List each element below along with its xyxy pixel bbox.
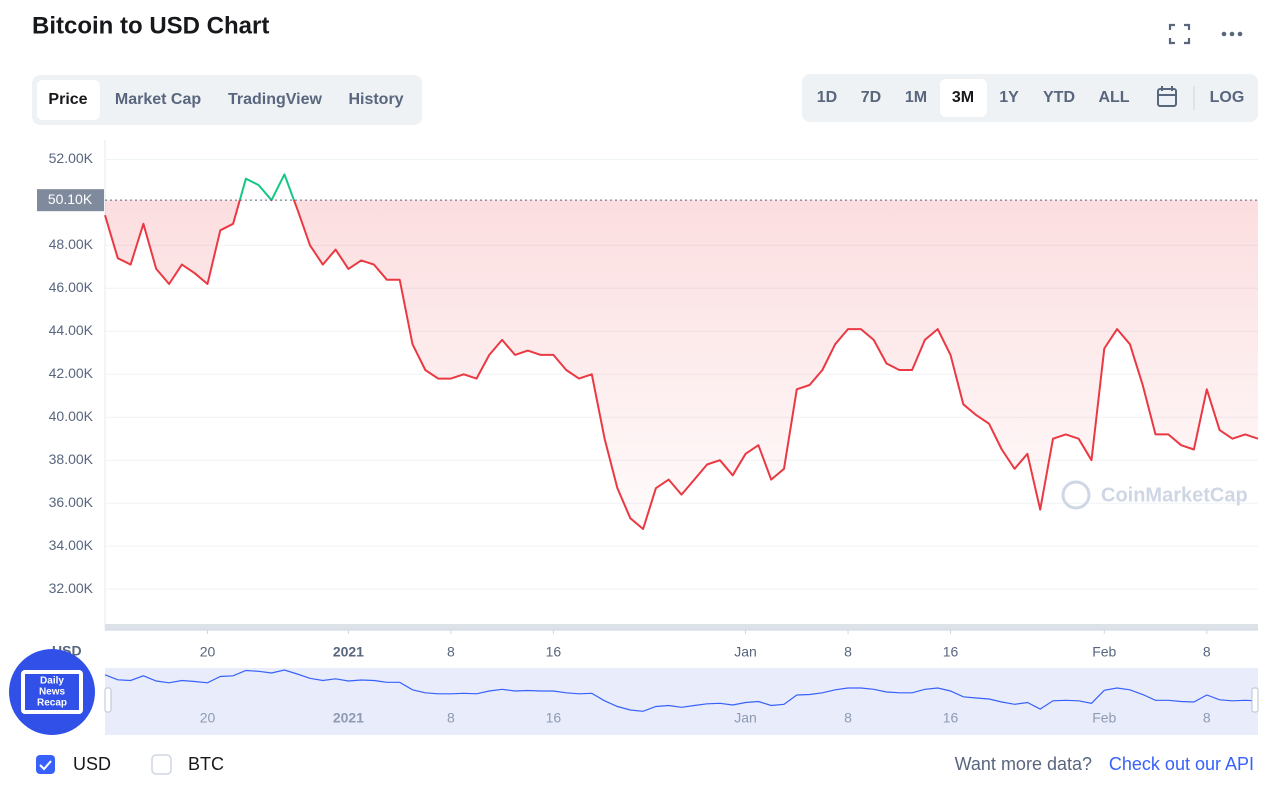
x-tick-label: 8 — [1203, 644, 1211, 660]
tab[interactable]: Price — [48, 91, 87, 108]
y-tick-label: 52.00K — [49, 150, 94, 166]
y-tick-label: 32.00K — [49, 580, 94, 596]
y-tick-label: 40.00K — [49, 408, 94, 424]
api-link[interactable]: Check out our API — [1109, 754, 1254, 774]
range-button[interactable]: YTD — [1043, 89, 1075, 106]
y-tick-label: 46.00K — [49, 279, 94, 295]
x-tick-label: 2021 — [333, 644, 364, 660]
range-button[interactable]: 3M — [952, 89, 974, 106]
x-tick-label: Jan — [734, 644, 757, 660]
x-tick-label: 16 — [943, 644, 959, 660]
watermark: CoinMarketCap — [1101, 484, 1248, 506]
y-tick-label: 34.00K — [49, 537, 94, 553]
navigator-tick-label: 2021 — [333, 710, 364, 726]
y-tick-label: 42.00K — [49, 365, 94, 381]
range-button[interactable]: ALL — [1098, 89, 1129, 106]
active-tab-bg — [37, 80, 100, 120]
x-tick-label: 20 — [200, 644, 216, 660]
x-tick-label: Feb — [1092, 644, 1116, 660]
tab-group — [32, 75, 422, 125]
navigator-line — [104, 669, 1259, 712]
range-group — [802, 74, 1258, 122]
badge-text: News — [39, 687, 66, 698]
y-tick-label: 36.00K — [49, 494, 94, 510]
watermark-logo — [1061, 480, 1091, 510]
range-button[interactable]: 1Y — [999, 89, 1019, 106]
navigator-tick-label: 20 — [200, 710, 216, 726]
range-button[interactable]: 1D — [817, 89, 837, 106]
log-button[interactable]: LOG — [1210, 89, 1245, 106]
range-button[interactable]: 1M — [905, 89, 927, 106]
more-data-text: Want more data? — [955, 754, 1092, 774]
navigator-tick-label: Jan — [734, 710, 757, 726]
badge-text: Recap — [37, 698, 67, 709]
tab[interactable]: History — [348, 91, 403, 108]
fullscreen-icon[interactable] — [1168, 23, 1191, 45]
range-button[interactable]: 7D — [861, 89, 881, 106]
x-tick-label: 8 — [844, 644, 852, 660]
chart-title: Bitcoin to USD Chart — [32, 12, 269, 39]
reference-label-bg — [37, 189, 104, 212]
reference-label: 50.10K — [48, 191, 93, 207]
y-tick-label: 38.00K — [49, 451, 94, 467]
badge — [9, 649, 95, 735]
y-tick-label: 48.00K — [49, 236, 94, 252]
navigator-tick-label: 8 — [447, 710, 455, 726]
more-icon[interactable] — [1221, 31, 1243, 37]
navigator-tick-label: 8 — [1203, 710, 1211, 726]
tab[interactable]: Market Cap — [115, 91, 201, 108]
navigator-tick-label: 16 — [943, 710, 959, 726]
navigator-tick-label: 16 — [546, 710, 562, 726]
y-tick-label: 44.00K — [49, 322, 94, 338]
tab[interactable]: TradingView — [228, 91, 323, 108]
navigator-handle[interactable] — [1251, 687, 1259, 713]
navigator-tick-label: Feb — [1092, 710, 1116, 726]
calendar-icon[interactable] — [1157, 86, 1177, 107]
active-range-bg — [940, 79, 987, 117]
volume-strip — [105, 624, 1258, 630]
area-fill — [105, 200, 1258, 529]
plot: 32.00K 34.00K 36.00K 38.00K 40.00K 42.00K 44.0… — [37, 140, 1259, 735]
badge-text: Daily — [40, 676, 64, 687]
currency-label: USD — [73, 754, 111, 774]
checkbox-btc[interactable] — [151, 754, 172, 775]
currency-label: BTC — [188, 754, 224, 774]
navigator-tick-label: 8 — [844, 710, 852, 726]
x-tick-label: 16 — [546, 644, 562, 660]
price-line — [104, 173, 1259, 530]
x-tick-label: 8 — [447, 644, 455, 660]
navigator-bg — [105, 668, 1258, 735]
checkbox-usd[interactable] — [36, 755, 55, 774]
navigator-handle[interactable] — [104, 687, 112, 713]
checkmark — [39, 760, 52, 771]
